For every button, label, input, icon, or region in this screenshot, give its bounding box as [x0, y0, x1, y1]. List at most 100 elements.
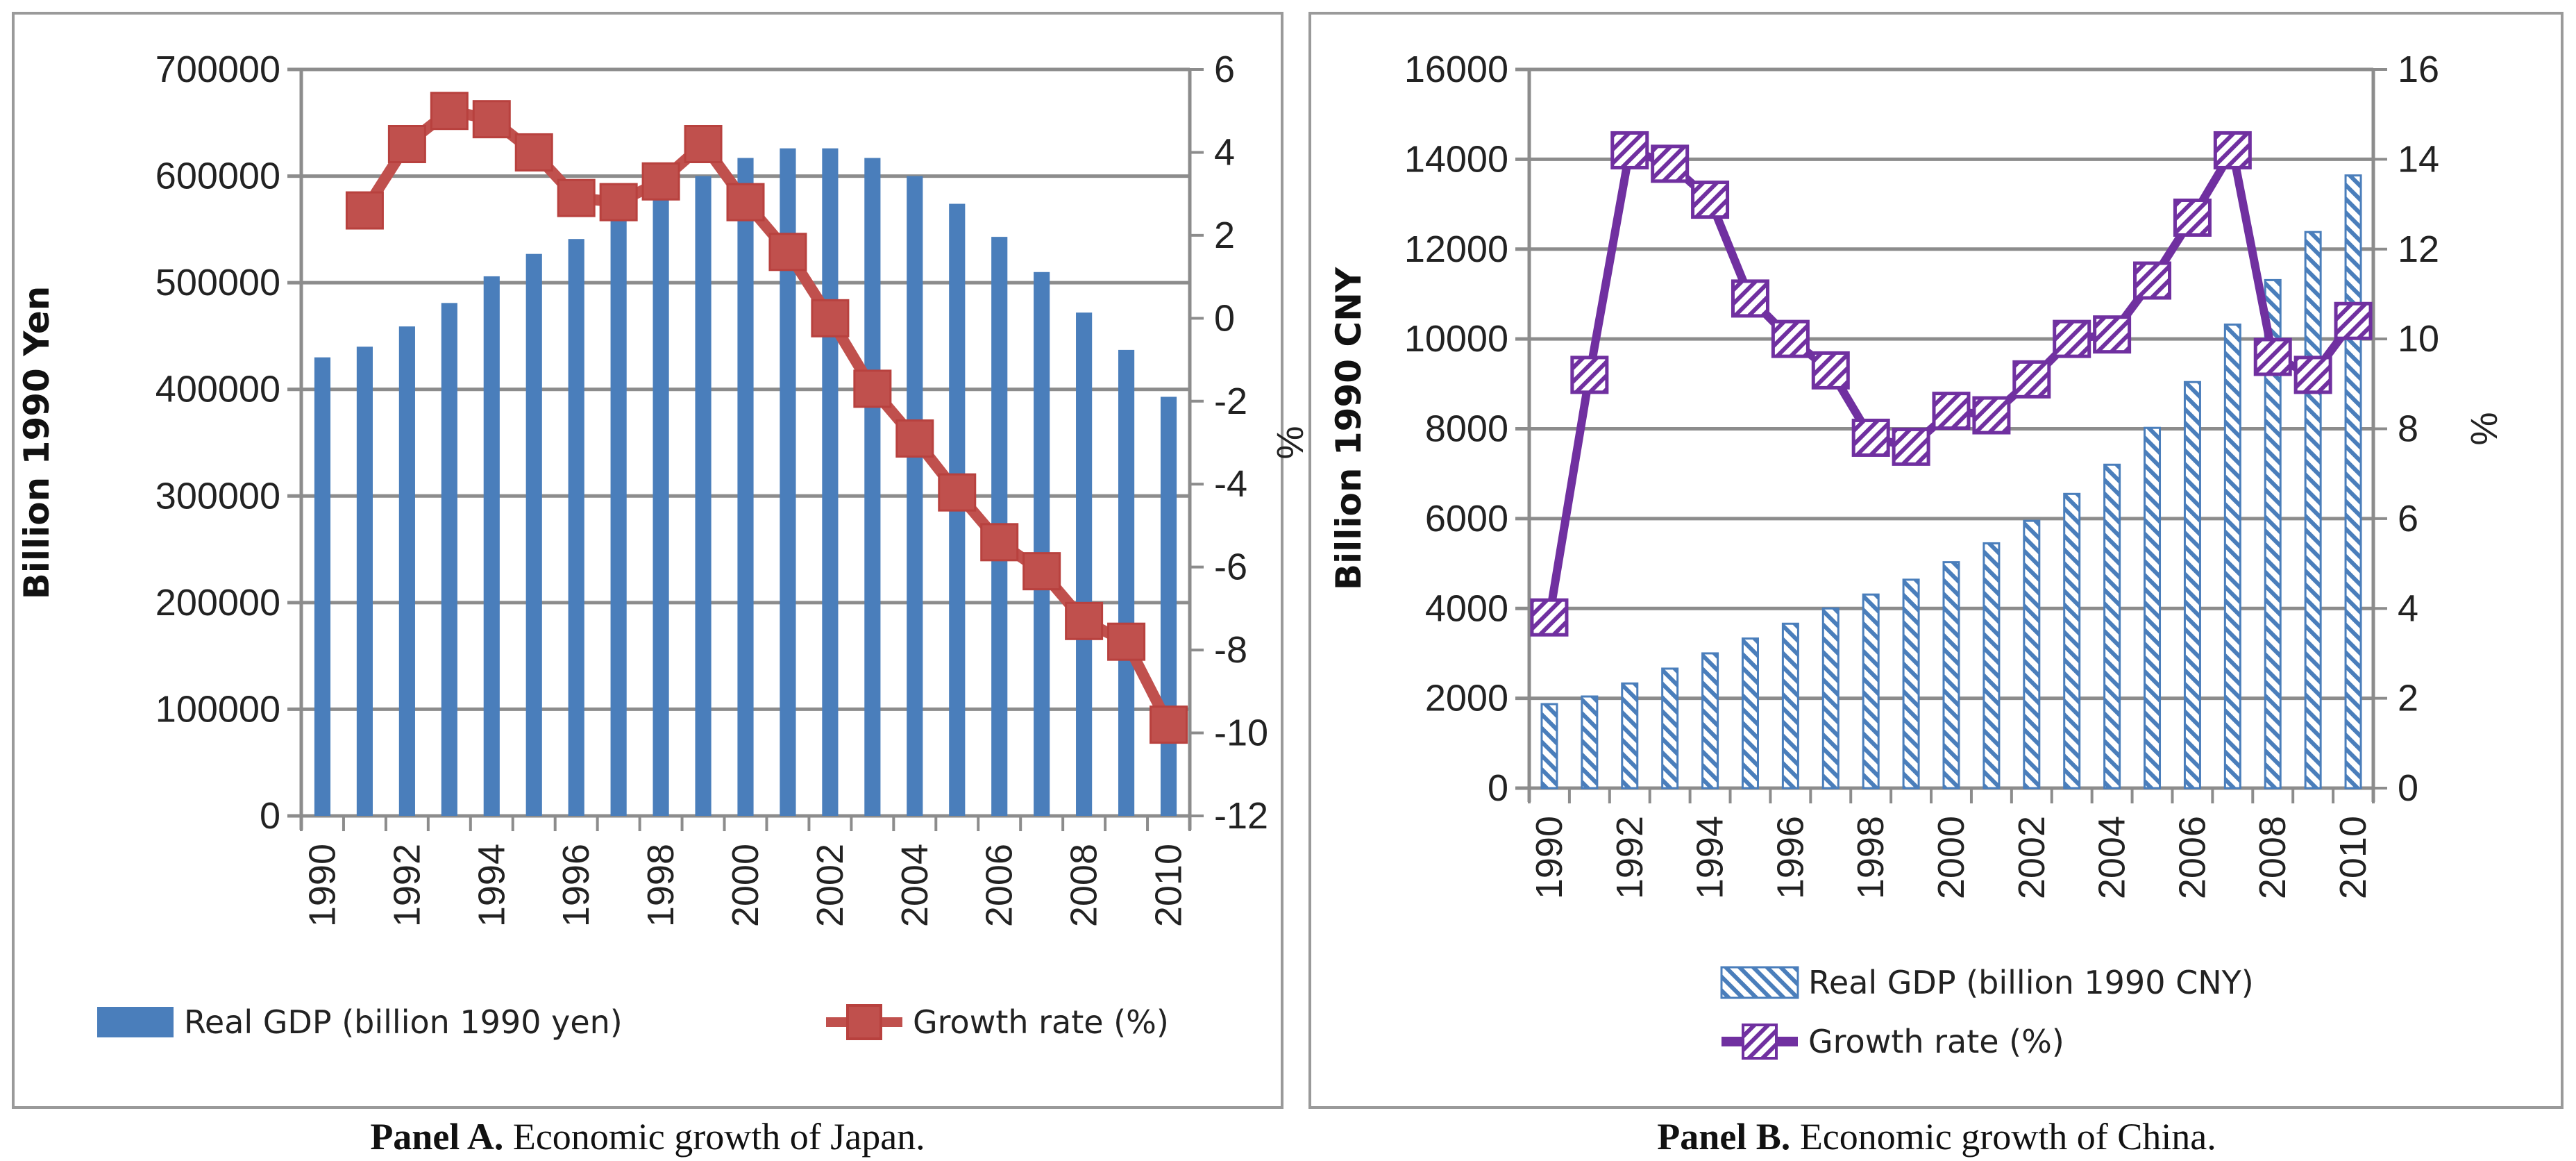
- y2-tick-label: -4: [1214, 463, 1247, 505]
- growth-rate-marker: [726, 183, 765, 222]
- growth-rate-marker: [1972, 396, 2011, 435]
- gdp-bar: [780, 148, 796, 817]
- legend-marker-swatch: [1742, 1024, 1778, 1060]
- y-tick-label: 400000: [155, 369, 280, 410]
- growth-rate-marker: [1851, 418, 1890, 457]
- growth-rate-marker: [1610, 131, 1649, 169]
- x-tick-label: 2004: [2091, 816, 2133, 899]
- growth-rate-marker: [938, 473, 977, 512]
- gdp-bar: [1821, 607, 1840, 790]
- gdp-bar: [2023, 519, 2041, 790]
- growth-rate-marker: [2253, 337, 2292, 376]
- y2-tick-label: 8: [2398, 408, 2418, 450]
- gdp-bar: [568, 239, 584, 816]
- gdp-bar: [695, 176, 712, 817]
- growth-rate-marker: [853, 369, 892, 408]
- gdp-bar: [2144, 426, 2162, 790]
- panel-b-china: 0 2000 4000 6000 8000 10000 12000 14000 16000 0 2 4…: [1308, 12, 2564, 1158]
- gdp-bar: [1781, 622, 1799, 790]
- gdp-bar: [1118, 349, 1135, 817]
- growth-rate-marker: [1651, 144, 1690, 183]
- gdp-bar: [2103, 463, 2121, 790]
- y-tick-label: 2000: [1425, 678, 1508, 719]
- x-tick-label: 2002: [2011, 816, 2053, 899]
- panel-caption-text: Economic growth of China.: [1790, 1116, 2216, 1158]
- x-tick-label: 1994: [1690, 816, 1731, 899]
- growth-rate-marker: [557, 178, 596, 217]
- x-tick-label: 2008: [2252, 816, 2293, 899]
- gdp-bar: [610, 219, 627, 816]
- x-tick-label: 2002: [809, 844, 851, 927]
- y-tick-label: 700000: [155, 49, 280, 90]
- y2-tick-label: -2: [1214, 381, 1247, 422]
- growth-rate-marker: [387, 125, 426, 163]
- legend-bar-swatch: [1720, 966, 1799, 999]
- y-tick-label: 0: [1488, 767, 1508, 809]
- growth-rate-marker: [430, 92, 469, 131]
- gdp-bar: [525, 253, 542, 816]
- y2-tick-label: 6: [1214, 49, 1235, 90]
- gdp-bar: [1902, 578, 1920, 790]
- growth-rate-marker: [1932, 392, 1971, 431]
- gdp-bar: [398, 326, 415, 816]
- legend-label-growth: Growth rate (%): [913, 1003, 1169, 1041]
- y-tick-label: 8000: [1425, 408, 1508, 450]
- panel-caption: Panel B. Economic growth of China.: [1657, 1116, 2216, 1158]
- gdp-bar: [2264, 278, 2282, 790]
- gdp-bar: [2304, 231, 2322, 790]
- growth-rate-marker: [2093, 315, 2132, 354]
- y2-tick-label: 10: [2398, 318, 2439, 360]
- gdp-bar: [653, 197, 669, 816]
- growth-rate-marker: [1771, 319, 1810, 358]
- legend-bar-swatch: [97, 1007, 174, 1037]
- y2-tick-label: 2: [1214, 215, 1235, 256]
- growth-rate-marker: [345, 191, 384, 230]
- x-tick-label: 1998: [1850, 816, 1892, 899]
- y-tick-label: 14000: [1404, 138, 1508, 180]
- x-tick-label: 1996: [1769, 816, 1811, 899]
- growth-rate-marker: [1107, 622, 1146, 661]
- growth-rate-marker: [2334, 301, 2373, 340]
- y2-tick-label: 2: [2398, 678, 2418, 719]
- x-tick-label: 2006: [2171, 816, 2213, 899]
- y-tick-label: 300000: [155, 475, 280, 517]
- gdp-bar: [1034, 272, 1050, 816]
- x-tick-label: 2004: [894, 844, 936, 927]
- gdp-bar: [441, 303, 457, 817]
- growth-rate-marker: [980, 523, 1019, 562]
- gdp-bar: [737, 158, 754, 816]
- growth-rate-marker: [2012, 360, 2051, 399]
- gdp-bar: [2063, 492, 2081, 790]
- growth-rate-marker: [514, 133, 553, 172]
- growth-rate-marker: [1892, 427, 1930, 466]
- y2-tick-label: -10: [1214, 712, 1268, 754]
- x-tick-label: 2000: [1930, 816, 1972, 899]
- growth-rate-marker: [1530, 598, 1569, 637]
- x-tick-label: 1992: [1609, 816, 1651, 899]
- x-tick-label: 2000: [725, 844, 766, 927]
- panel-caption-text: Economic growth of Japan.: [503, 1116, 925, 1158]
- y2-tick-label: 0: [1214, 297, 1235, 339]
- gdp-bar: [1160, 396, 1177, 816]
- growth-rate-marker: [684, 125, 723, 163]
- growth-rate-marker: [641, 162, 680, 201]
- gdp-bar: [907, 176, 923, 817]
- y2-axis-title: %: [1269, 426, 1311, 459]
- legend-marker-swatch: [846, 1004, 882, 1040]
- y2-tick-label: 0: [2398, 767, 2418, 809]
- legend-label-growth: Growth rate (%): [1808, 1023, 2064, 1060]
- growth-rate-marker: [1022, 552, 1061, 591]
- x-tick-label: 2010: [2332, 816, 2374, 899]
- panel-caption: Panel A. Economic growth of Japan.: [370, 1116, 925, 1158]
- y2-tick-label: -12: [1214, 795, 1268, 837]
- growth-rate-marker: [2173, 198, 2212, 237]
- gdp-bar: [1862, 593, 1880, 790]
- growth-rate-marker: [1691, 181, 1730, 219]
- gdp-bar: [1942, 561, 1960, 790]
- growth-rate-marker: [472, 100, 511, 139]
- growth-rate-marker: [2053, 319, 2091, 358]
- y-tick-label: 10000: [1404, 318, 1508, 360]
- y-tick-label: 600000: [155, 156, 280, 197]
- y2-tick-label: 4: [2398, 587, 2418, 629]
